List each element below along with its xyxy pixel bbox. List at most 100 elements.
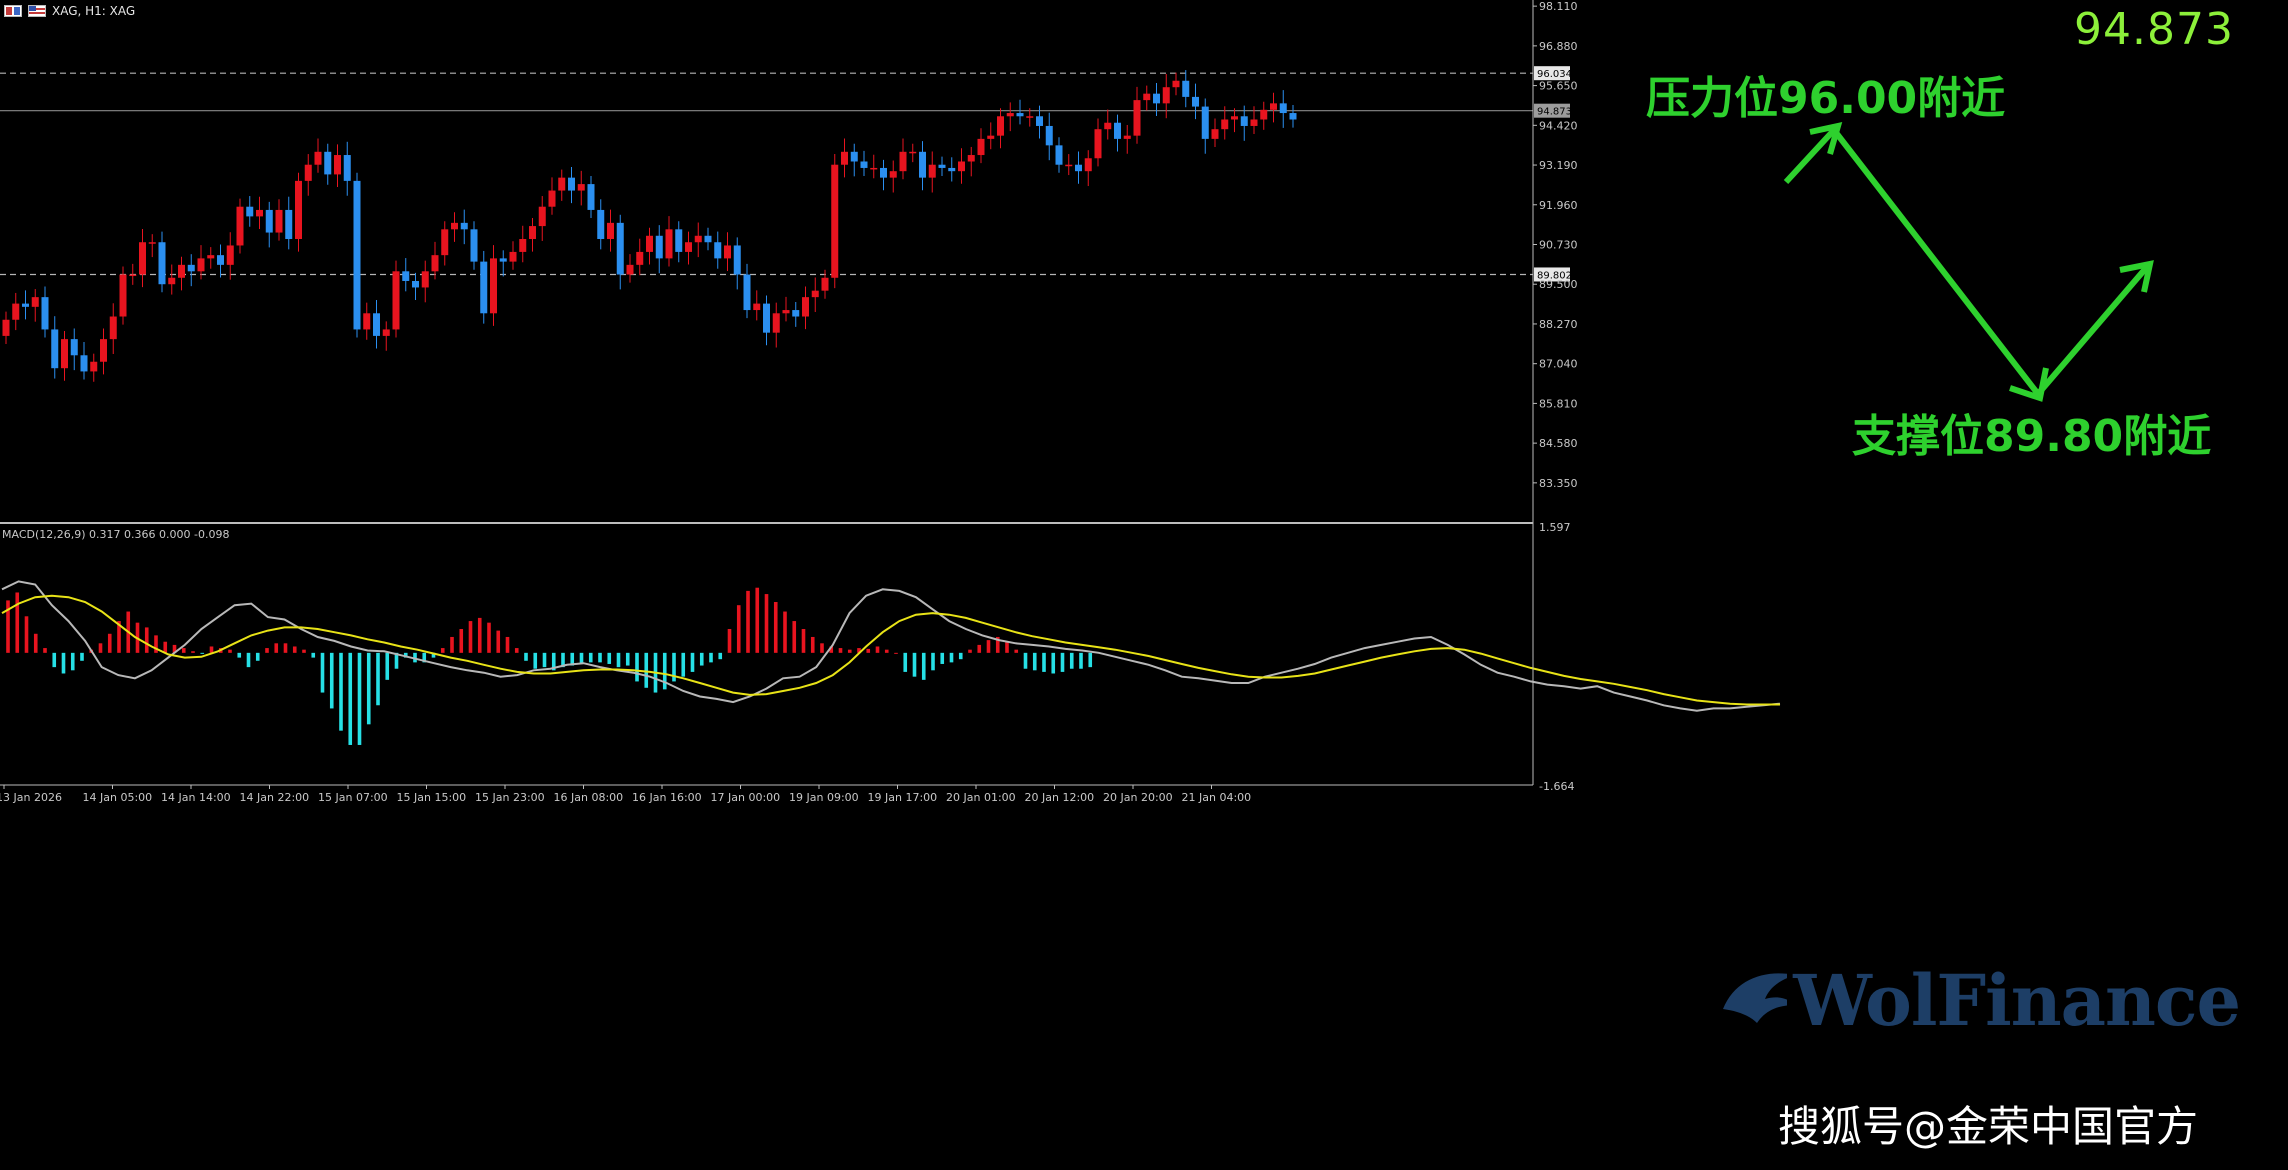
bear-candle [80,355,88,372]
macd-panel: MACD(12,26,9) 0.317 0.366 0.000 -0.098 [1,528,1781,745]
y-tick-label: 91.960 [1539,199,1578,212]
macd-histogram-bar [727,629,732,653]
arrowhead-up [1809,122,1843,155]
macd-histogram-bar [468,621,473,653]
macd-histogram-bar [542,652,547,668]
macd-histogram-bar [514,648,519,653]
bull-candle [772,313,780,333]
macd-histogram-bar [561,652,565,668]
bear-candle [733,245,741,275]
y-tick-label: 88.270 [1539,318,1578,331]
resistance-value: 96.00 [1778,73,1918,124]
bull-candle [811,290,819,298]
bull-candle [421,271,429,288]
macd-histogram-bar [320,652,325,693]
macd-histogram-bar [607,652,612,664]
bull-candle [928,164,936,178]
bear-candle [763,303,770,333]
bull-candle [148,242,156,244]
macd-histogram-bar [154,635,158,653]
macd-histogram-bar [1079,652,1083,669]
x-tick-label: 16 Jan 08:00 [554,791,624,804]
macd-histogram-bar [588,652,593,663]
bull-candle [382,329,390,336]
bull-candle [129,274,137,277]
bull-candle [197,258,205,272]
bull-candle [967,155,975,162]
x-tick-label: 14 Jan 05:00 [83,791,153,804]
bull-candle [694,235,702,243]
macd-histogram-bar [773,602,778,653]
bull-candle [538,206,546,227]
bull-candle [870,167,878,170]
macd-histogram-bar [884,649,889,653]
bear-candle [480,261,488,314]
bull-candle [490,258,497,314]
bear-candle [41,297,49,330]
bull-candle [1104,122,1112,130]
macd-histogram-bar [1014,649,1019,653]
bull-candle [626,264,634,275]
bear-candle [1153,93,1160,104]
macd-histogram-bar [1005,641,1009,653]
support-value: 89.80 [1984,411,2124,462]
macd-histogram-bar [746,590,750,653]
macd-histogram-bar [847,649,852,653]
price-level-label: 89.802 [1537,270,1572,281]
y-tick-label: 96.880 [1539,40,1578,53]
price-level-tag [1534,66,1570,81]
macd-histogram-bar [163,641,168,653]
macd-histogram-bar [829,646,834,653]
bear-candle [1036,116,1043,126]
chart-window-icon[interactable] [4,5,22,17]
y-tick-label: 84.580 [1539,437,1578,450]
bull-candle [451,222,458,230]
bull-candle [636,251,644,265]
bull-candle [431,255,439,272]
macd-line [1,580,1781,712]
bull-candle [1211,129,1219,139]
bull-candle [304,164,312,181]
macd-histogram-bar [1023,652,1028,669]
macd-histogram-bar [718,652,723,660]
macd-histogram-bar [302,649,306,653]
bull-candle [1065,164,1073,167]
bull-candle [909,151,917,154]
bear-candle [499,258,507,262]
macd-histogram-bar [80,652,84,661]
bull-candle [958,161,965,172]
price-level-tag [1534,103,1570,118]
macd-histogram-bar [15,592,20,653]
macd-histogram-bar [477,617,482,653]
bull-candle [509,251,517,262]
macd-histogram-bar [200,652,205,654]
bear-candle [343,155,351,181]
bull-candle [100,339,107,362]
macd-histogram-bar [625,652,630,666]
bear-candle [860,161,868,168]
chart-header: XAG, H1: XAG [4,2,135,20]
macd-histogram-bar [144,627,149,653]
bull-candle [2,319,10,336]
macd-histogram-bar [191,651,195,653]
macd-histogram-bar [958,652,963,660]
bear-candle [655,235,663,259]
bull-candle [724,245,731,259]
resistance-annotation: 压力位96.00附近 [1646,62,2005,126]
macd-histogram-bar [1088,652,1093,668]
macd-histogram-bar [246,652,251,668]
macd-histogram-bar [894,652,898,654]
macd-histogram-bar [357,652,362,745]
bear-candle [880,167,887,178]
macd-histogram-bar [940,652,945,664]
price-level-tag [1534,267,1570,282]
bear-candle [22,303,29,307]
macd-tick-label: -1.664 [1539,780,1574,793]
x-tick-label: 13 Jan 2026 [0,791,62,804]
y-tick-label: 94.420 [1539,119,1578,132]
axes: 98.110 96.880 95.650 94.420 93.190 91.960 90.7… [0,0,1578,804]
macd-histogram-bar [339,652,343,731]
y-tick-label: 93.190 [1539,159,1578,172]
x-tick-label: 17 Jan 00:00 [711,791,781,804]
bear-candle [568,177,575,191]
